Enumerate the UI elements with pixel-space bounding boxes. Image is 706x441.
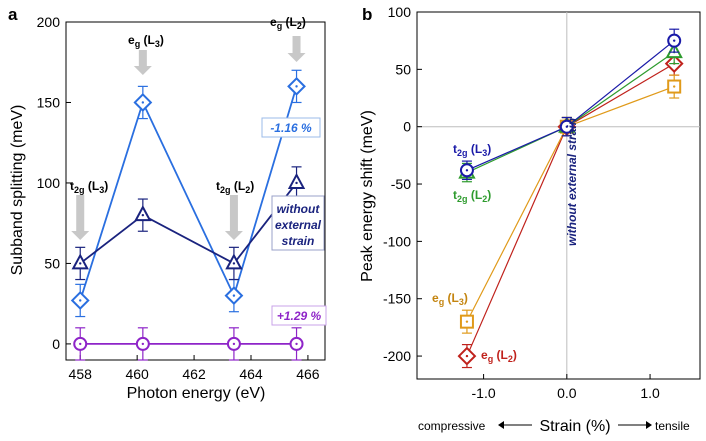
data-point-dot xyxy=(295,342,298,346)
panel-b-y-tick-label: -100 xyxy=(383,233,411,249)
panel-b-y-tick-label: 0 xyxy=(403,119,411,135)
panel-b-series-0 xyxy=(459,28,682,181)
annotation-t2g-l2: t2g (L2) xyxy=(216,179,254,195)
panel-a-x-tick-label: 460 xyxy=(125,366,149,382)
annotation-t2g-l3: t2g (L3) xyxy=(70,179,108,195)
panel-a-series-0 xyxy=(70,69,306,318)
data-point xyxy=(225,253,243,270)
panel-a-y-tick-label: 100 xyxy=(37,175,61,191)
panel-a-series-1 xyxy=(71,166,306,281)
panel-a-x-tick-label: 462 xyxy=(182,366,206,382)
panel-b-y-ticks: 100 50 0 -50 -100 -150 -200 xyxy=(383,4,422,364)
panel-b-y-tick-label: -200 xyxy=(383,348,411,364)
pointer-arrow-icon xyxy=(287,36,306,62)
data-point-dot xyxy=(672,39,676,42)
panel-a-y-tick-label: 150 xyxy=(37,94,61,110)
panel-a-y-ticks: 0 50 100 150 200 xyxy=(37,14,71,352)
data-point-dot xyxy=(141,342,145,346)
data-point-dot xyxy=(232,262,236,265)
panel-a-arrows xyxy=(71,36,306,240)
panel-a-label: a xyxy=(8,5,18,24)
data-point-dot xyxy=(79,262,82,265)
data-point-dot xyxy=(465,320,469,323)
panel-a-x-tick-label: 458 xyxy=(69,366,93,382)
annotation-eg-l3: eg (L3) xyxy=(128,33,164,49)
panel-a-series xyxy=(70,69,306,361)
data-point-dot xyxy=(295,85,298,88)
panel-a-x-tick-label: 466 xyxy=(296,366,320,382)
data-point-dot xyxy=(79,342,82,346)
series-line xyxy=(79,182,298,265)
panel-a-x-label: Photon energy (eV) xyxy=(127,385,266,402)
series-line xyxy=(79,86,298,301)
panel-a-x-ticks: 458 460 462 464 466 xyxy=(69,355,320,382)
data-point xyxy=(287,172,306,189)
data-point xyxy=(71,253,89,270)
panel-a: a 0 50 100 150 200 458 460 462 464 466 Photon en… xyxy=(8,5,327,402)
panel-a-y-tick-label: 200 xyxy=(37,14,61,30)
panel-b-x-tick-label: 1.0 xyxy=(640,385,660,401)
panel-b-x-label: Strain (%) xyxy=(539,418,610,435)
legend-minus-strain: -1.16 % xyxy=(270,121,312,135)
data-point-dot xyxy=(565,125,569,128)
pointer-arrow-icon xyxy=(133,50,152,75)
pointer-arrow-icon xyxy=(224,195,243,240)
panel-b-x-tick-label: 0.0 xyxy=(557,385,577,401)
plus-strain-box xyxy=(271,305,327,326)
panel-b-y-tick-label: 50 xyxy=(395,61,411,77)
panel-a-x-tick-label: 464 xyxy=(239,366,263,382)
panel-a-frame xyxy=(65,21,326,361)
panel-b-y-label: Peak energy shift (meV) xyxy=(359,110,376,282)
b-annotation-t2g-l3: t2g (L3) xyxy=(453,142,491,158)
tensile-arrow-head xyxy=(646,421,652,429)
panel-b: b 100 50 0 -50 -100 -150 -200 -1.0 0.0 1.0 Peak … xyxy=(359,4,701,435)
compressive-arrow-head xyxy=(498,421,504,429)
data-point-dot xyxy=(141,213,145,217)
data-point-dot xyxy=(465,169,469,172)
data-point-dot xyxy=(672,85,676,88)
data-point-dot xyxy=(79,299,82,302)
minus-strain-box xyxy=(261,117,321,138)
panel-a-y-tick-label: 0 xyxy=(52,336,60,352)
panel-a-y-tick-label: 50 xyxy=(44,255,60,271)
panel-b-x-tick-label: -1.0 xyxy=(472,385,496,401)
panel-b-y-tick-label: -150 xyxy=(383,291,411,307)
panel-b-frame xyxy=(416,11,701,380)
legend-plus-strain: +1.29 % xyxy=(277,309,322,323)
annotation-eg-l2: eg (L2) xyxy=(270,15,306,31)
data-point-dot xyxy=(232,342,236,346)
data-point-dot xyxy=(141,101,145,104)
no-strain-box xyxy=(271,195,325,251)
legend-no-strain-1: without xyxy=(277,202,321,216)
tensile-label: tensile xyxy=(655,419,690,433)
panel-a-y-label: Subband splitting (meV) xyxy=(9,105,26,276)
b-annotation-eg-l2: eg (L2) xyxy=(481,348,517,364)
panel-b-no-strain-label: without external strain xyxy=(565,118,579,246)
panel-b-label: b xyxy=(362,5,372,24)
data-point-dot xyxy=(232,294,236,297)
legend-no-strain-2: external xyxy=(275,218,322,232)
data-point xyxy=(134,205,152,222)
panel-b-x-ticks: -1.0 0.0 1.0 xyxy=(472,374,660,401)
data-point-dot xyxy=(295,181,298,185)
panel-b-y-tick-label: 100 xyxy=(388,4,412,20)
data-point-dot xyxy=(465,354,469,358)
legend-no-strain-3: strain xyxy=(282,234,315,248)
compressive-label: compressive xyxy=(418,419,486,433)
panel-a-series-2 xyxy=(73,327,304,361)
panel-b-y-tick-label: -50 xyxy=(391,176,411,192)
pointer-arrow-icon xyxy=(71,195,90,240)
panel-b-series xyxy=(457,28,684,369)
b-annotation-eg-l3: eg (L3) xyxy=(432,291,468,307)
b-annotation-t2g-l2: t2g (L2) xyxy=(453,188,491,204)
